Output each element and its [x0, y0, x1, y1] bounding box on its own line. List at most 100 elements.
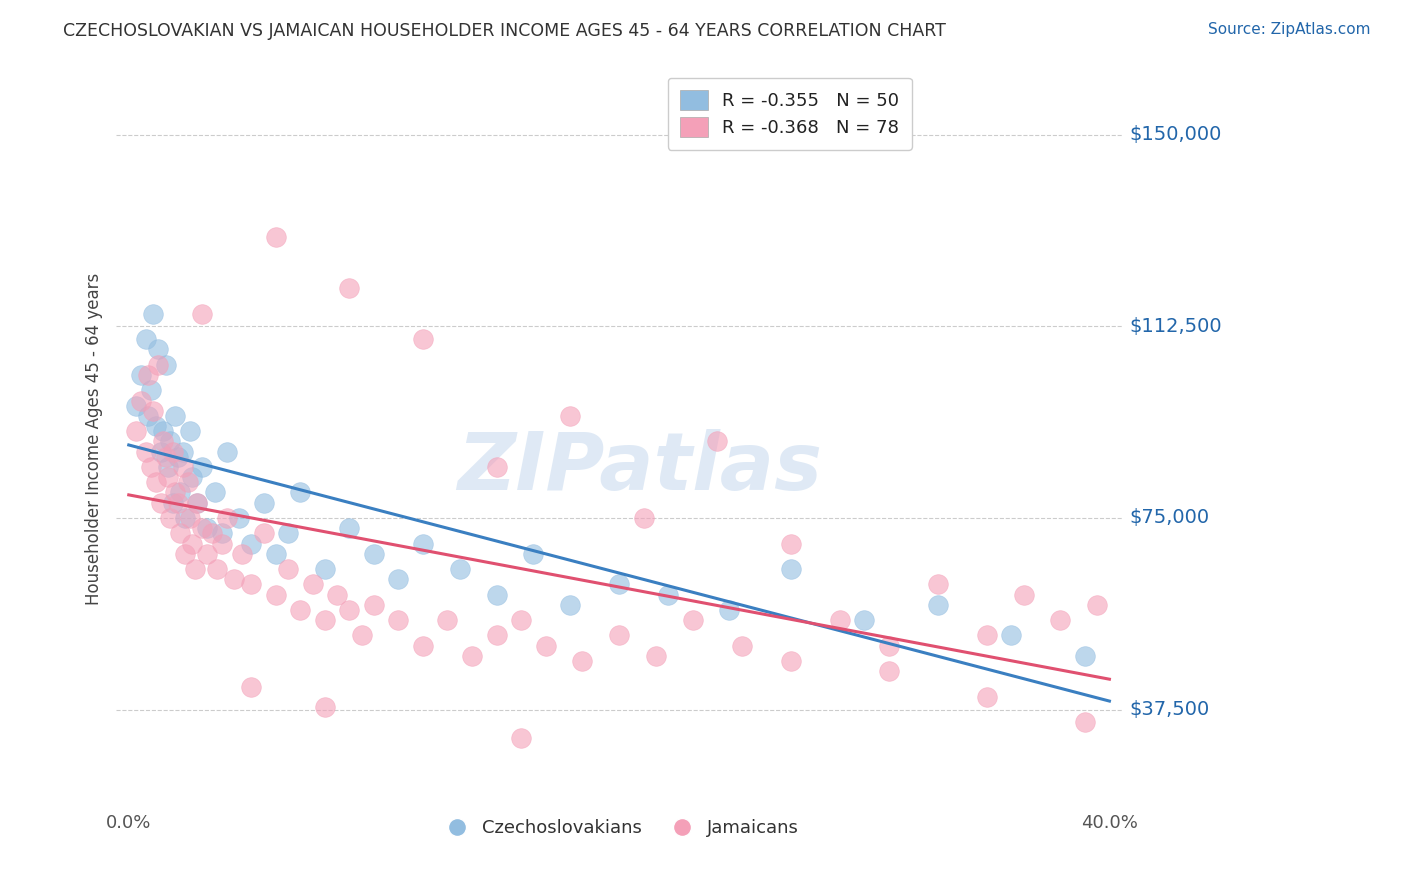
- Point: [125, 399, 148, 413]
- Point: [129, 393, 152, 408]
- Point: [142, 307, 165, 321]
- Point: [522, 547, 544, 561]
- Point: [186, 496, 208, 510]
- Point: [877, 639, 900, 653]
- Point: [412, 332, 434, 346]
- Point: [571, 654, 593, 668]
- Point: [314, 562, 336, 576]
- Text: $112,500: $112,500: [1129, 317, 1222, 336]
- Text: ZIPatlas: ZIPatlas: [457, 429, 821, 508]
- Point: [927, 577, 949, 591]
- Point: [657, 588, 679, 602]
- Point: [191, 521, 214, 535]
- Point: [1049, 613, 1071, 627]
- Point: [155, 450, 177, 464]
- Point: [363, 598, 385, 612]
- Point: [176, 475, 198, 490]
- Point: [179, 424, 201, 438]
- Point: [174, 511, 197, 525]
- Point: [195, 547, 218, 561]
- Point: [146, 343, 169, 357]
- Text: $37,500: $37,500: [1129, 700, 1209, 719]
- Point: [211, 526, 233, 541]
- Point: [156, 470, 179, 484]
- Point: [485, 459, 508, 474]
- Point: [314, 613, 336, 627]
- Point: [853, 613, 876, 627]
- Point: [211, 536, 233, 550]
- Point: [172, 444, 194, 458]
- Point: [558, 598, 581, 612]
- Point: [138, 368, 160, 382]
- Point: [162, 444, 184, 458]
- Point: [976, 628, 998, 642]
- Point: [169, 526, 191, 541]
- Point: [558, 409, 581, 423]
- Point: [129, 368, 152, 382]
- Point: [607, 628, 630, 642]
- Point: [1085, 598, 1108, 612]
- Point: [1074, 648, 1097, 663]
- Point: [412, 536, 434, 550]
- Point: [731, 639, 754, 653]
- Point: [228, 511, 250, 525]
- Point: [145, 419, 167, 434]
- Point: [181, 536, 204, 550]
- Point: [264, 230, 287, 244]
- Point: [135, 444, 157, 458]
- Point: [152, 424, 174, 438]
- Point: [240, 577, 263, 591]
- Point: [191, 307, 214, 321]
- Point: [252, 526, 274, 541]
- Point: [201, 526, 224, 541]
- Point: [142, 403, 165, 417]
- Point: [510, 613, 533, 627]
- Point: [1000, 628, 1022, 642]
- Point: [224, 572, 246, 586]
- Point: [149, 444, 172, 458]
- Point: [412, 639, 434, 653]
- Point: [215, 511, 238, 525]
- Point: [644, 648, 666, 663]
- Point: [166, 496, 188, 510]
- Point: [510, 731, 533, 745]
- Point: [240, 680, 263, 694]
- Text: Source: ZipAtlas.com: Source: ZipAtlas.com: [1208, 22, 1371, 37]
- Point: [231, 547, 253, 561]
- Text: CZECHOSLOVAKIAN VS JAMAICAN HOUSEHOLDER INCOME AGES 45 - 64 YEARS CORRELATION CH: CZECHOSLOVAKIAN VS JAMAICAN HOUSEHOLDER …: [63, 22, 946, 40]
- Point: [191, 459, 214, 474]
- Point: [172, 459, 194, 474]
- Point: [162, 496, 184, 510]
- Point: [159, 434, 181, 449]
- Point: [181, 470, 204, 484]
- Point: [633, 511, 655, 525]
- Point: [976, 690, 998, 704]
- Point: [607, 577, 630, 591]
- Point: [264, 588, 287, 602]
- Point: [139, 459, 162, 474]
- Point: [1074, 715, 1097, 730]
- Point: [205, 562, 228, 576]
- Point: [927, 598, 949, 612]
- Point: [204, 485, 226, 500]
- Point: [277, 526, 299, 541]
- Point: [779, 654, 801, 668]
- Point: [718, 603, 741, 617]
- Point: [174, 547, 197, 561]
- Point: [186, 496, 208, 510]
- Point: [387, 613, 409, 627]
- Point: [339, 521, 361, 535]
- Point: [156, 459, 179, 474]
- Point: [461, 648, 484, 663]
- Point: [436, 613, 458, 627]
- Point: [363, 547, 385, 561]
- Point: [165, 409, 187, 423]
- Point: [779, 562, 801, 576]
- Point: [877, 664, 900, 678]
- Point: [290, 485, 312, 500]
- Legend: Czechoslovakians, Jamaicans: Czechoslovakians, Jamaicans: [432, 812, 807, 845]
- Point: [165, 485, 187, 500]
- Point: [252, 496, 274, 510]
- Point: [169, 485, 191, 500]
- Point: [485, 588, 508, 602]
